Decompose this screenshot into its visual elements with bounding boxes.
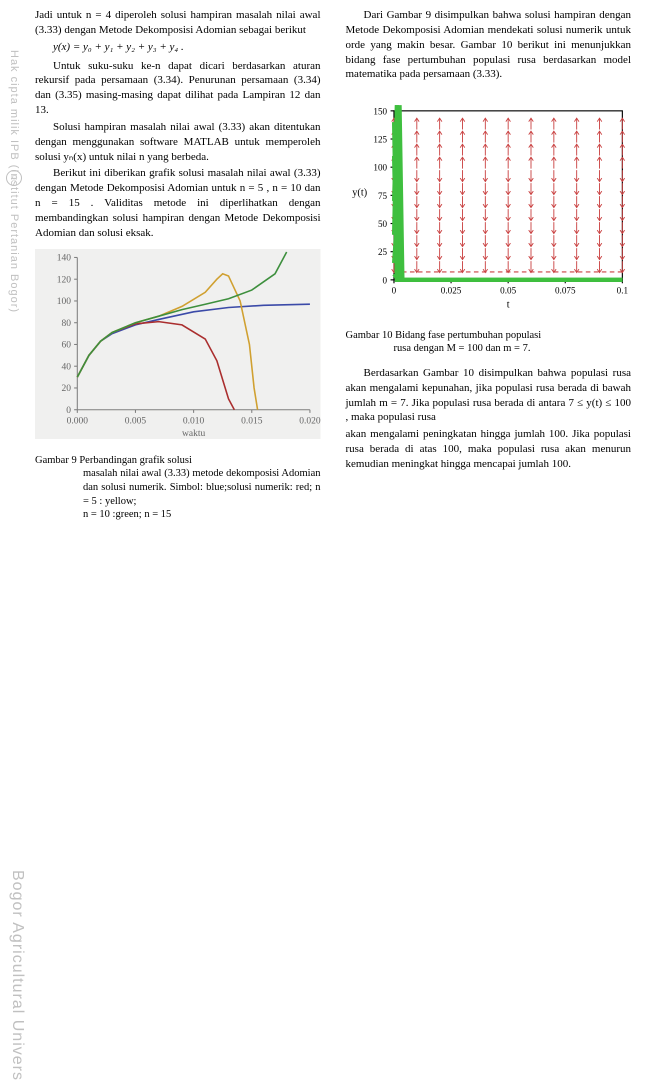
svg-text:100: 100: [57, 297, 71, 307]
left-para-4: Berikut ini diberikan grafik solusi masa…: [35, 166, 321, 240]
svg-text:75: 75: [377, 191, 387, 201]
right-column: Dari Gambar 9 disimpulkan bahwa solusi h…: [346, 8, 632, 532]
svg-text:0: 0: [66, 406, 71, 416]
watermark-side: Hak cipta milik IPB (Institut Pertanian …: [8, 50, 20, 313]
chart-gambar-10: 0 25 50 75 100 125 150 0 0.025 0.05 0.075 0.1 t y(t): [346, 104, 632, 310]
caption-gambar-9: Gambar 9 Perbandingan grafik solusi masa…: [35, 454, 321, 522]
left-column: Jadi untuk n = 4 diperoleh solusi hampir…: [35, 8, 321, 532]
formula-1: y(x) = y₀ + y₁ + y₂ + y₃ + y₄ .: [53, 40, 321, 55]
svg-text:0.005: 0.005: [125, 416, 147, 426]
left-para-1: Jadi untuk n = 4 diperoleh solusi hampir…: [35, 8, 321, 38]
caption-gambar-10: Gambar 10 Bidang fase pertumbuhan popula…: [346, 329, 632, 356]
caption-9-line-1: Gambar 9 Perbandingan grafik solusi: [35, 454, 321, 468]
svg-text:0.05: 0.05: [500, 286, 516, 296]
svg-text:0.025: 0.025: [440, 286, 461, 296]
svg-text:25: 25: [377, 247, 387, 257]
svg-text:60: 60: [61, 340, 71, 350]
watermark-bottom: Bogor Agricultural Univers: [8, 870, 26, 1081]
svg-text:120: 120: [57, 275, 71, 285]
svg-text:0.015: 0.015: [241, 416, 263, 426]
svg-text:y(t): y(t): [352, 188, 367, 199]
svg-text:waktu: waktu: [182, 429, 205, 439]
svg-text:125: 125: [373, 135, 387, 145]
caption-9-line-2: masalah nilai awal (3.33) metode dekompo…: [35, 467, 321, 508]
svg-text:100: 100: [373, 163, 387, 173]
right-para-2b: akan mengalami peningkatan hingga jumlah…: [346, 427, 632, 472]
svg-text:0.000: 0.000: [67, 416, 89, 426]
chart-gambar-9: 0 20 40 60 80 100 120 140 0.000 0.005 0.010 0.015 0.…: [35, 249, 321, 439]
svg-text:80: 80: [61, 319, 71, 329]
svg-text:0.1: 0.1: [616, 286, 628, 296]
two-column-layout: Jadi untuk n = 4 diperoleh solusi hampir…: [0, 0, 651, 532]
left-para-2: Untuk suku-suku ke-n dapat dicari berdas…: [35, 59, 321, 118]
svg-text:140: 140: [57, 253, 71, 263]
svg-text:0: 0: [382, 276, 387, 286]
svg-text:0.020: 0.020: [299, 416, 320, 426]
svg-text:50: 50: [377, 219, 387, 229]
left-para-3: Solusi hampiran masalah nilai awal (3.33…: [35, 120, 321, 165]
right-para-1: Dari Gambar 9 disimpulkan bahwa solusi h…: [346, 8, 632, 82]
svg-text:20: 20: [61, 384, 71, 394]
svg-text:0: 0: [391, 286, 396, 296]
caption-10-line-2: rusa dengan M = 100 dan m = 7.: [346, 342, 632, 356]
svg-text:40: 40: [61, 362, 71, 372]
caption-10-line-1: Gambar 10 Bidang fase pertumbuhan popula…: [346, 329, 632, 343]
svg-text:0.010: 0.010: [183, 416, 205, 426]
svg-text:150: 150: [373, 106, 387, 116]
right-para-2a: Berdasarkan Gambar 10 disimpulkan bahwa …: [346, 366, 632, 425]
svg-text:0.075: 0.075: [554, 286, 575, 296]
caption-9-line-3: n = 10 :green; n = 15: [35, 508, 321, 522]
svg-text:t: t: [506, 299, 509, 309]
